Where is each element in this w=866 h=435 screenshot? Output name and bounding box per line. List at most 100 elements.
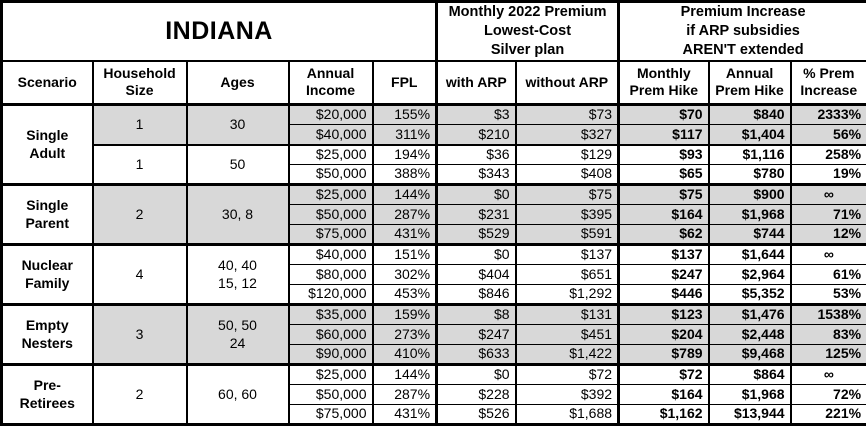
income-cell: $40,000 [287, 243, 374, 266]
col-header-household-size: Household Size [91, 60, 188, 106]
without-arp-cell: $137 [514, 243, 620, 266]
table-row: Pre-Retirees 2 60, 60 $25,000 144% $0 $72 $72 $8… [0, 363, 866, 426]
ages-cell: 50, 50 24 [185, 303, 290, 366]
income-cell: $25,000 [287, 143, 374, 166]
monthly-hike-cell: $247 [617, 264, 710, 286]
fpl-cell: 302% [371, 264, 438, 286]
monthly-hike-cell: $62 [617, 224, 710, 246]
fpl-cell: 151% [371, 243, 438, 266]
monthly-hike-cell: $123 [617, 303, 710, 326]
table-body: Single Adult 1 30 $20,000 155% $3 $73 $70 $840 23… [0, 103, 866, 426]
col-header-ages: Ages [185, 60, 290, 106]
income-cell: $75,000 [287, 404, 374, 426]
table-row: $90,000 410% $633 $1,422 $789 $9,468 125% [2, 344, 866, 366]
fpl-cell: 410% [371, 344, 438, 366]
table-row: Nuclear Family 4 40, 40 15, 12 $40,000 151% $… [0, 243, 866, 306]
monthly-hike-cell: $65 [617, 164, 710, 186]
annual-hike-cell: $1,116 [707, 143, 792, 166]
monthly-hike-cell: $70 [617, 103, 710, 126]
table-row: $50,000 388% $343 $408 $65 $780 19% [2, 164, 866, 186]
income-cell: $25,000 [287, 363, 374, 386]
col-header-monthly-prem-hike: Monthly Prem Hike [617, 60, 710, 106]
pct-increase-cell: 19% [789, 164, 866, 186]
household-cell: 3 [91, 303, 188, 366]
col-header-fpl: FPL [371, 60, 438, 106]
ages-cell: 30 [185, 103, 290, 146]
without-arp-cell: $1,688 [514, 404, 620, 426]
household-cell: 2 [91, 183, 188, 246]
fpl-cell: 144% [371, 363, 438, 386]
pct-increase-cell: ∞ [789, 363, 866, 386]
annual-hike-cell: $1,968 [707, 384, 792, 406]
table-row: $75,000 431% $529 $591 $62 $744 12% [2, 224, 866, 246]
pct-increase-cell: 221% [789, 404, 866, 426]
fpl-cell: 273% [371, 324, 438, 346]
annual-hike-cell: $1,404 [707, 124, 792, 146]
fpl-cell: 287% [371, 384, 438, 406]
premium-group-header: Monthly 2022 Premium Lowest-Cost Silver … [435, 0, 620, 62]
with-arp-cell: $846 [435, 284, 517, 306]
scenario-cell: Single Adult [0, 103, 94, 186]
with-arp-cell: $0 [435, 363, 517, 386]
ages-cell: 50 [185, 143, 290, 186]
without-arp-cell: $1,422 [514, 344, 620, 366]
income-cell: $120,000 [287, 284, 374, 306]
income-cell: $75,000 [287, 224, 374, 246]
monthly-hike-cell: $75 [617, 183, 710, 206]
household-cell: 1 [91, 103, 188, 146]
annual-hike-cell: $840 [707, 103, 792, 126]
without-arp-cell: $131 [514, 303, 620, 326]
table-row: $50,000 287% $231 $395 $164 $1,968 71% [2, 204, 866, 226]
annual-hike-cell: $780 [707, 164, 792, 186]
income-cell: $80,000 [287, 264, 374, 286]
income-cell: $50,000 [287, 164, 374, 186]
monthly-hike-cell: $117 [617, 124, 710, 146]
scenario-cell: Single Parent [0, 183, 94, 246]
pct-increase-cell: 258% [789, 143, 866, 166]
pct-increase-cell: 71% [789, 204, 866, 226]
without-arp-cell: $75 [514, 183, 620, 206]
income-cell: $50,000 [287, 384, 374, 406]
table-row: Empty Nesters 3 50, 50 24 $35,000 159% $8 $131… [0, 303, 866, 366]
with-arp-cell: $8 [435, 303, 517, 326]
with-arp-cell: $36 [435, 143, 517, 166]
without-arp-cell: $1,292 [514, 284, 620, 306]
without-arp-cell: $129 [514, 143, 620, 166]
with-arp-cell: $0 [435, 183, 517, 206]
with-arp-cell: $404 [435, 264, 517, 286]
with-arp-cell: $343 [435, 164, 517, 186]
table-row: $80,000 302% $404 $651 $247 $2,964 61% [2, 264, 866, 286]
ages-cell: 40, 40 15, 12 [185, 243, 290, 306]
income-cell: $35,000 [287, 303, 374, 326]
col-header-without-arp: without ARP [514, 60, 620, 106]
table-row: $60,000 273% $247 $451 $204 $2,448 83% [2, 324, 866, 346]
without-arp-cell: $392 [514, 384, 620, 406]
pct-increase-cell: 83% [789, 324, 866, 346]
ages-cell: 60, 60 [185, 363, 290, 426]
annual-hike-cell: $13,944 [707, 404, 792, 426]
title-row: INDIANA Monthly 2022 Premium Lowest-Cost… [0, 0, 866, 62]
fpl-cell: 311% [371, 124, 438, 146]
scenario-cell: Empty Nesters [0, 303, 94, 366]
without-arp-cell: $451 [514, 324, 620, 346]
without-arp-cell: $395 [514, 204, 620, 226]
fpl-cell: 159% [371, 303, 438, 326]
without-arp-cell: $651 [514, 264, 620, 286]
fpl-cell: 453% [371, 284, 438, 306]
fpl-cell: 431% [371, 404, 438, 426]
table-title: INDIANA [0, 0, 438, 62]
monthly-hike-cell: $446 [617, 284, 710, 306]
pct-increase-cell: 61% [789, 264, 866, 286]
ages-cell: 30, 8 [185, 183, 290, 246]
monthly-hike-cell: $72 [617, 363, 710, 386]
annual-hike-cell: $900 [707, 183, 792, 206]
annual-hike-cell: $1,968 [707, 204, 792, 226]
income-cell: $50,000 [287, 204, 374, 226]
without-arp-cell: $327 [514, 124, 620, 146]
monthly-hike-cell: $164 [617, 384, 710, 406]
table-row: $40,000 311% $210 $327 $117 $1,404 56% [2, 124, 866, 146]
annual-hike-cell: $2,964 [707, 264, 792, 286]
without-arp-cell: $591 [514, 224, 620, 246]
pct-increase-cell: ∞ [789, 183, 866, 206]
income-cell: $40,000 [287, 124, 374, 146]
